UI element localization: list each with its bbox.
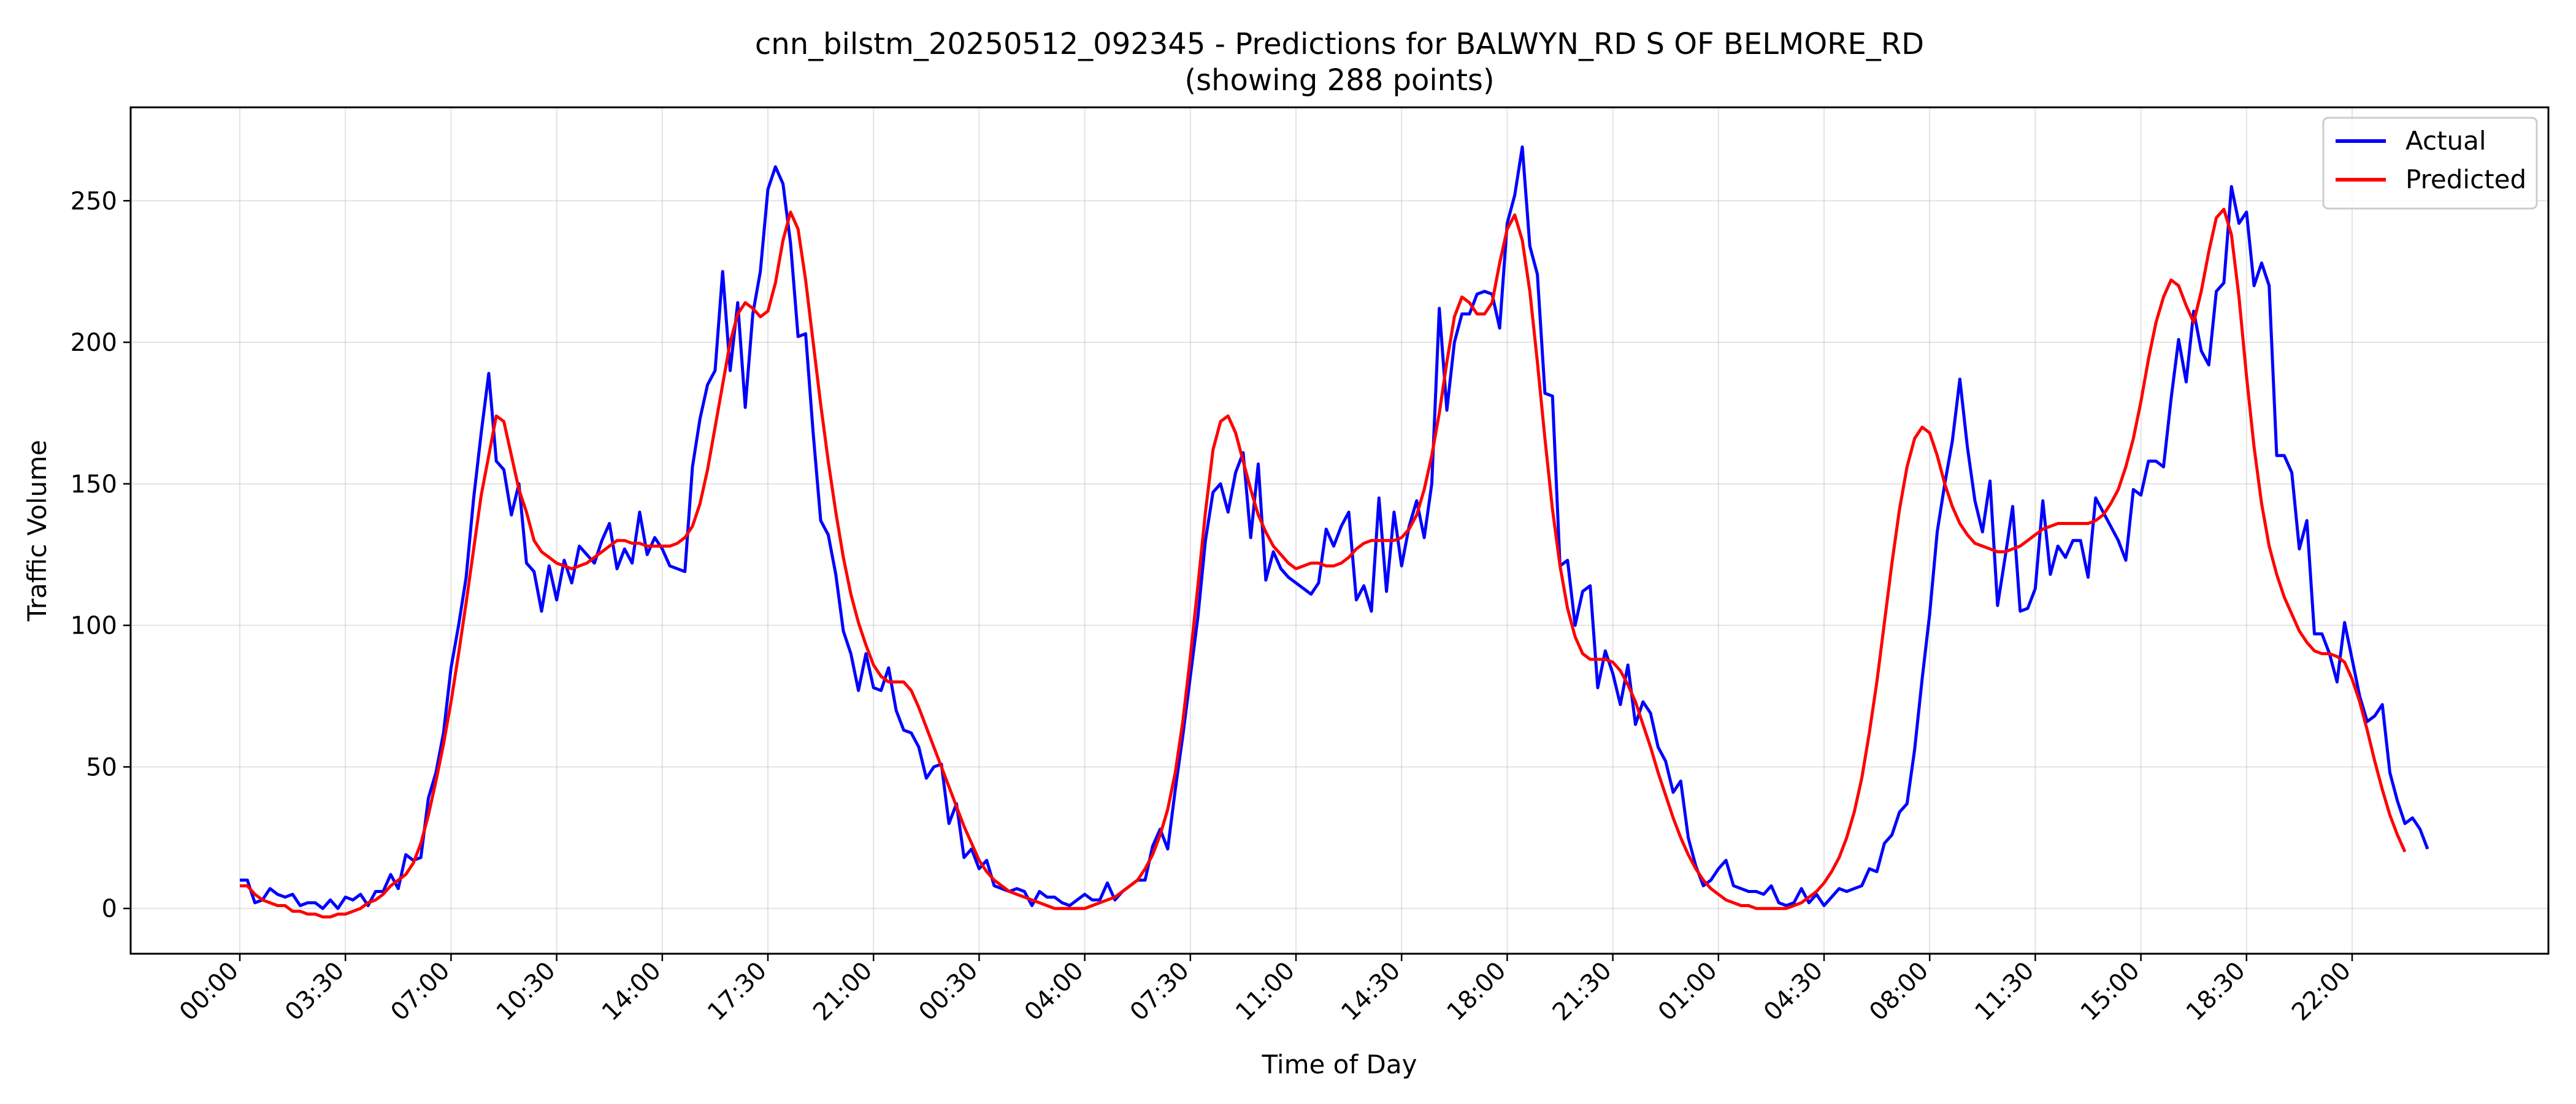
chart-subtitle: (showing 288 points) xyxy=(1184,63,1494,98)
legend: Actual Predicted xyxy=(2322,117,2538,210)
chart-title: cnn_bilstm_20250512_092345 - Predictions… xyxy=(755,27,1924,61)
legend-label-actual: Actual xyxy=(2405,126,2486,156)
y-axis-label: Traffic Volume xyxy=(22,440,52,622)
y-tick-label: 50 xyxy=(86,753,117,781)
y-tick-label: 250 xyxy=(71,187,117,215)
x-axis-label: Time of Day xyxy=(1262,1049,1417,1079)
grid-lines xyxy=(131,107,2548,954)
legend-label-predicted: Predicted xyxy=(2405,164,2526,194)
y-tick-label: 0 xyxy=(102,895,117,923)
series-line-actual xyxy=(240,145,2429,910)
y-tick-label: 100 xyxy=(71,612,117,640)
y-tick-label: 200 xyxy=(71,329,117,357)
y-axis-ticks: 0 50 100 150 200 250 xyxy=(71,187,131,923)
series-line-predicted xyxy=(240,207,2407,919)
y-tick-label: 150 xyxy=(71,470,117,499)
axes-frame xyxy=(129,106,2550,955)
plot-area xyxy=(240,145,2429,919)
